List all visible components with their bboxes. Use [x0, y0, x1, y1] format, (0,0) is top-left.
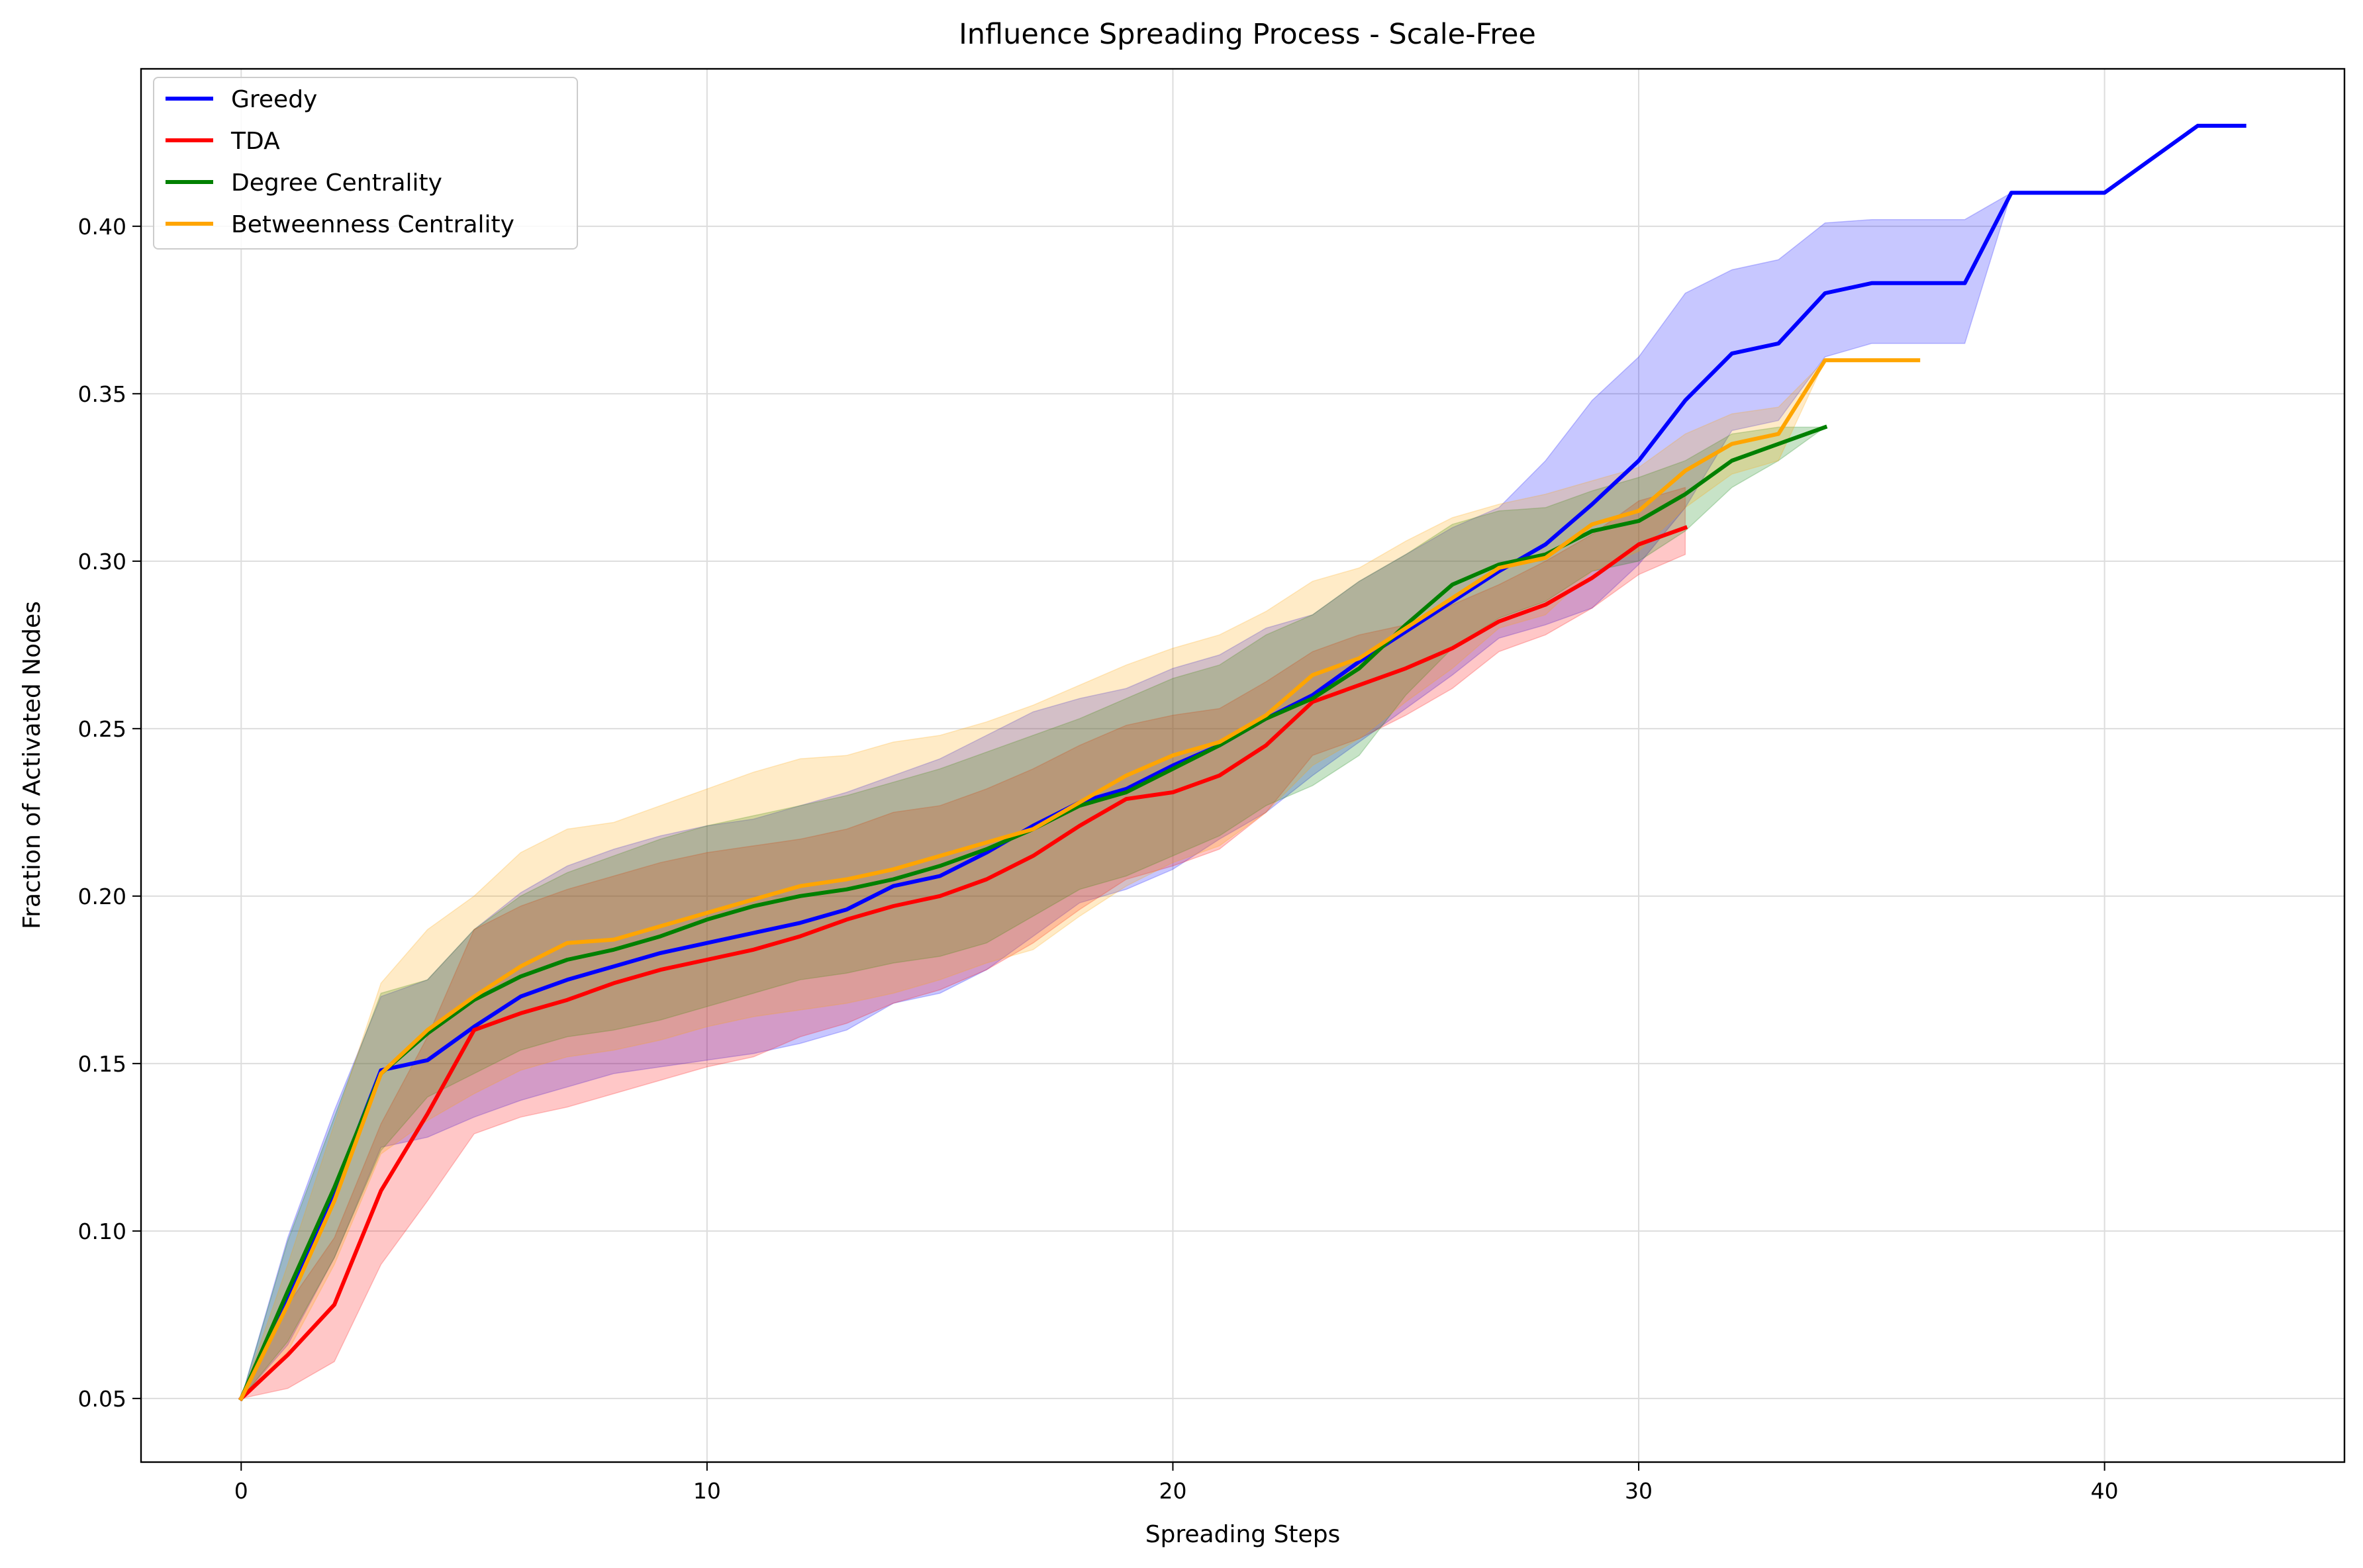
- chart-title: Influence Spreading Process - Scale-Free: [959, 18, 1536, 51]
- legend-label-degree-centrality: Degree Centrality: [231, 169, 442, 197]
- y-tick-label: 0.15: [78, 1051, 126, 1077]
- y-tick-label: 0.05: [78, 1386, 126, 1412]
- legend: Greedy TDA Degree Centrality Betweenness Ce…: [153, 77, 578, 250]
- x-tick-label: 0: [234, 1478, 248, 1504]
- x-tick-label: 40: [2091, 1478, 2119, 1504]
- y-tick-label: 0.30: [78, 549, 126, 575]
- legend-label-tda: TDA: [230, 128, 280, 155]
- x-tick-label: 10: [693, 1478, 721, 1504]
- y-axis-label: Fraction of Activated Nodes: [19, 601, 46, 929]
- line-betweenness-centrality: [238, 358, 1921, 1401]
- series-lines: [238, 124, 2246, 1402]
- y-tick-label: 0.20: [78, 884, 126, 909]
- y-tick-label: 0.10: [78, 1219, 126, 1244]
- y-axis: 0.05 0.10 0.15 0.20 0.25 0.30 0.35 0.40: [78, 214, 141, 1412]
- y-tick-label: 0.35: [78, 381, 126, 407]
- x-axis-label: Spreading Steps: [1145, 1521, 1341, 1548]
- legend-label-betweenness-centrality: Betweenness Centrality: [231, 211, 514, 238]
- legend-box: [153, 77, 578, 250]
- y-tick-label: 0.40: [78, 214, 126, 240]
- x-tick-label: 30: [1625, 1478, 1653, 1504]
- legend-label-greedy: Greedy: [231, 86, 317, 113]
- band-tda: [240, 486, 1686, 1399]
- plot-frame: [140, 68, 2346, 1463]
- x-axis: 0 10 20 30 40: [234, 1462, 2119, 1504]
- x-tick-label: 20: [1159, 1478, 1186, 1504]
- y-tick-label: 0.25: [78, 716, 126, 742]
- line-tda: [238, 525, 1688, 1402]
